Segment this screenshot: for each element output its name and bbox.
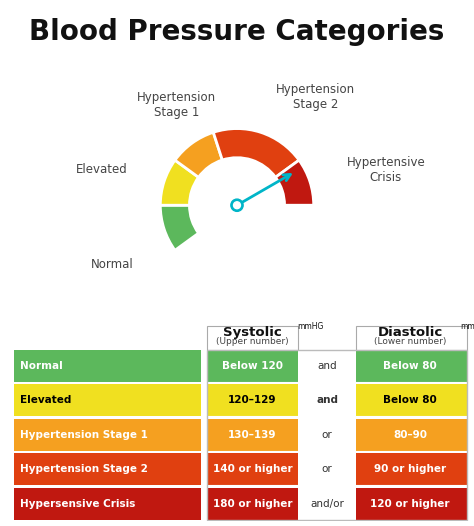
Bar [356,453,467,485]
Text: Elevated: Elevated [76,163,128,176]
Circle shape [231,199,243,211]
Text: Hypertension
Stage 1: Hypertension Stage 1 [137,90,216,118]
Bar [14,488,201,520]
Bar [14,453,201,485]
Wedge shape [175,133,222,177]
Text: 120–129: 120–129 [228,395,277,405]
Text: Below 120: Below 120 [222,361,283,371]
Wedge shape [160,205,199,250]
FancyBboxPatch shape [356,326,467,350]
Bar [207,384,298,416]
Text: or: or [322,464,332,474]
Text: Hypertension Stage 2: Hypertension Stage 2 [20,464,148,474]
Bar [207,419,298,451]
Bar [207,350,467,520]
Text: mmHG: mmHG [298,322,324,331]
Text: Hypertension Stage 1: Hypertension Stage 1 [20,430,148,440]
Text: Blood Pressure Categories: Blood Pressure Categories [29,18,445,46]
Text: Below 80: Below 80 [383,361,437,371]
Bar [207,350,298,382]
Wedge shape [213,128,299,177]
Text: Hypersensive Crisis: Hypersensive Crisis [20,499,135,509]
Bar [14,384,201,416]
Wedge shape [160,160,199,205]
Circle shape [234,202,240,209]
Text: mmHG: mmHG [460,322,474,331]
Bar [356,384,467,416]
Text: Diastolic: Diastolic [377,326,443,339]
Bar [14,350,201,382]
Bar [356,419,467,451]
Bar [207,488,298,520]
Text: Elevated: Elevated [20,395,71,405]
Text: 140 or higher: 140 or higher [213,464,292,474]
Text: 180 or higher: 180 or higher [213,499,292,509]
Bar [207,453,298,485]
Bar [14,419,201,451]
Text: 80–90: 80–90 [393,430,427,440]
Text: 130–139: 130–139 [228,430,277,440]
Text: or: or [322,430,332,440]
Text: and: and [317,361,337,371]
Text: Normal: Normal [91,258,134,271]
Text: Below 80: Below 80 [383,395,437,405]
Bar [356,350,467,382]
Text: (Upper number): (Upper number) [216,337,289,346]
Text: (Lower number): (Lower number) [374,337,446,346]
Text: 120 or higher: 120 or higher [370,499,450,509]
Wedge shape [275,160,314,205]
Text: Normal: Normal [20,361,63,371]
Text: Hypertension
Stage 2: Hypertension Stage 2 [276,83,356,111]
Text: Hypertensive
Crisis: Hypertensive Crisis [346,156,425,184]
Bar [356,488,467,520]
Text: Systolic: Systolic [223,326,282,339]
FancyBboxPatch shape [207,326,298,350]
Text: and: and [316,395,338,405]
Text: 90 or higher: 90 or higher [374,464,446,474]
Text: and/or: and/or [310,499,344,509]
